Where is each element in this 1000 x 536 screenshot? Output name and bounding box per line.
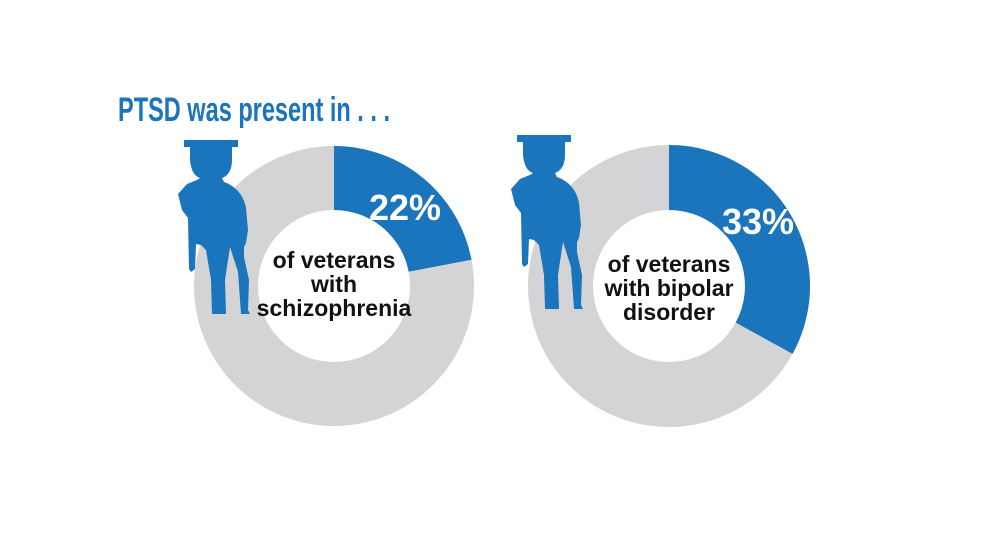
donut-chart-bipolar: 33% of veterans with bipolar disorder [528,144,811,428]
center-label-line: disorder [623,299,715,325]
center-label-line: with [310,271,357,297]
center-label-line: of veterans [608,251,731,277]
center-label-line: of veterans [273,247,396,273]
soldier-silhouette-icon [178,140,250,314]
donut-chart-schizophrenia: 22% of veterans with schizophrenia [193,146,474,426]
donut-center-disc [593,210,745,362]
center-label-line: with bipolar [603,275,733,301]
value-label: 33% [722,201,794,242]
soldier-silhouette-icon [511,135,583,309]
center-label-line: schizophrenia [257,295,412,321]
value-label: 22% [369,187,441,228]
headline: PTSD was present in . . . [118,91,390,129]
donut-center-disc [258,210,410,362]
